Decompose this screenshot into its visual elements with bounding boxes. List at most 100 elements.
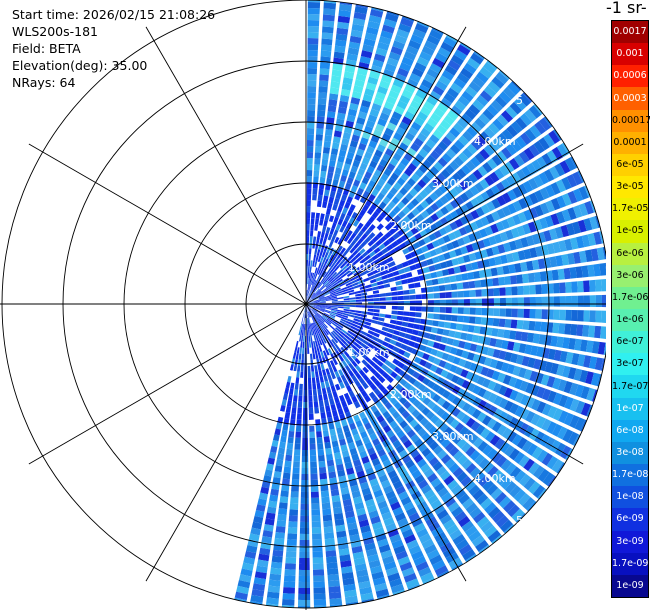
range-gate	[314, 158, 321, 165]
range-gate	[326, 453, 334, 461]
range-gate	[367, 305, 374, 309]
range-gate	[307, 278, 309, 285]
range-gate	[378, 201, 387, 210]
range-gate	[454, 422, 465, 433]
range-gate	[541, 403, 552, 416]
range-gate	[526, 260, 534, 271]
range-gate	[424, 361, 433, 370]
range-gate	[307, 298, 313, 303]
range-gate	[314, 321, 319, 328]
range-gate	[316, 339, 321, 347]
range-gate	[339, 225, 345, 233]
range-gate	[393, 401, 402, 410]
range-gate	[479, 178, 490, 190]
data-ray	[307, 60, 498, 303]
range-gate	[311, 309, 317, 315]
range-gate	[335, 316, 342, 320]
range-gate	[476, 94, 489, 107]
range-gate	[330, 278, 336, 284]
range-gate	[322, 337, 327, 344]
range-gate	[460, 42, 472, 51]
range-gate	[382, 341, 390, 348]
range-gate	[385, 310, 392, 314]
range-gate	[499, 519, 513, 533]
range-gate	[413, 453, 424, 464]
range-gate	[484, 525, 498, 538]
range-gate	[423, 332, 431, 339]
range-gate	[417, 383, 427, 392]
colorbar-cell	[612, 419, 648, 443]
range-gate	[360, 314, 367, 318]
range-gate	[530, 384, 540, 397]
data-ray	[307, 304, 581, 447]
range-gate	[401, 279, 408, 285]
range-gate	[308, 311, 311, 318]
range-gate	[419, 51, 432, 62]
range-gate	[468, 252, 477, 262]
range-gate	[318, 370, 323, 377]
range-gate	[337, 408, 344, 416]
range-gate	[371, 254, 379, 261]
range-gate	[484, 175, 495, 187]
range-gate	[469, 507, 482, 519]
range-gate	[307, 122, 315, 129]
range-gate	[425, 436, 435, 447]
range-gate	[383, 283, 391, 288]
range-gate	[270, 445, 278, 454]
range-gate	[377, 448, 387, 458]
range-gate	[348, 145, 357, 154]
range-gate	[313, 298, 320, 302]
range-gate	[380, 549, 393, 559]
range-gate	[322, 330, 328, 337]
range-gate	[329, 291, 336, 295]
range-gate	[452, 356, 461, 365]
range-gate	[407, 322, 415, 329]
range-gate	[545, 200, 555, 213]
range-gate	[481, 415, 492, 426]
range-gate	[394, 34, 408, 45]
range-gate	[457, 95, 470, 107]
range-gate	[324, 441, 332, 449]
range-gate	[408, 283, 415, 289]
range-gate	[356, 276, 363, 282]
range-gate	[327, 111, 336, 119]
range-gate	[502, 86, 516, 100]
range-gate	[311, 212, 316, 219]
range-gate	[553, 349, 562, 362]
range-gate	[339, 3, 352, 12]
range-gate	[538, 172, 550, 185]
range-gate	[362, 93, 373, 103]
range-gate	[547, 348, 556, 360]
range-gate	[465, 263, 473, 272]
field-text: Field: BETA	[12, 41, 81, 56]
colorbar-tick-label: 0.0017	[613, 26, 647, 38]
range-gate	[439, 292, 446, 299]
range-gate	[346, 230, 353, 237]
range-gate	[374, 582, 388, 592]
range-gate	[332, 263, 338, 270]
range-gate	[568, 338, 576, 350]
range-gate	[308, 317, 311, 324]
range-gate	[392, 358, 400, 366]
range-gate	[352, 551, 365, 560]
range-gate	[397, 310, 404, 316]
range-gate	[476, 493, 489, 506]
range-gate	[337, 296, 344, 300]
range-gate	[346, 516, 357, 525]
range-gate	[526, 332, 535, 343]
range-gate	[445, 202, 455, 213]
range-gate	[324, 309, 331, 313]
range-gate	[529, 284, 536, 295]
range-gate	[334, 275, 341, 281]
range-gate	[271, 440, 279, 448]
range-gate	[332, 330, 338, 336]
range-gate	[306, 296, 308, 303]
range-gate	[268, 500, 278, 508]
range-gate	[379, 309, 386, 314]
range-gate	[353, 235, 361, 242]
range-gate	[310, 467, 318, 474]
range-gate	[308, 290, 311, 297]
colorbar-tick-label: 6e-09	[616, 513, 644, 525]
range-gate	[377, 178, 386, 187]
range-gate	[400, 233, 409, 242]
